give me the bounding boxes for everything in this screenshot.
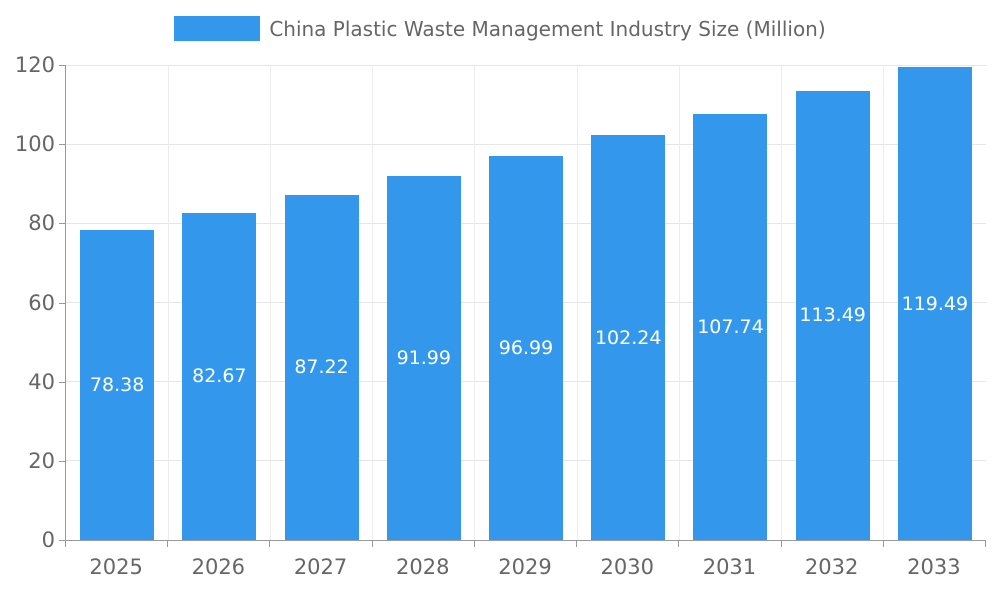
bar-2030[interactable]: 102.24 [591, 135, 666, 540]
y-axis-tick [59, 460, 65, 462]
x-axis-tick [269, 541, 271, 547]
bar-2026[interactable]: 82.67 [182, 212, 257, 540]
x-axis-tick [576, 541, 578, 547]
y-tick-label: 60 [28, 290, 55, 315]
legend-swatch [174, 16, 261, 41]
x-axis-tick [780, 541, 782, 547]
y-tick-label: 80 [28, 211, 55, 236]
bar-value-label: 113.49 [799, 304, 866, 327]
chart-legend[interactable]: China Plastic Waste Management Industry … [0, 16, 1000, 41]
y-tick-label: 120 [14, 53, 55, 77]
x-tick-label: 2026 [191, 555, 246, 579]
gridline-vertical [269, 65, 271, 540]
bar-value-label: 82.67 [192, 365, 247, 388]
bar-value-label: 91.99 [396, 346, 451, 369]
gridline-horizontal [66, 143, 986, 145]
bar-value-label: 107.74 [697, 315, 764, 338]
y-tick-label: 100 [14, 132, 55, 157]
y-axis-tick [59, 540, 65, 541]
bar-2028[interactable]: 91.99 [386, 175, 461, 540]
x-axis-tick [882, 541, 884, 547]
y-axis-tick [59, 65, 65, 66]
gridline-vertical [678, 65, 680, 540]
gridline-vertical [883, 65, 885, 540]
bar-2031[interactable]: 107.74 [693, 113, 768, 540]
bar-value-label: 119.49 [901, 292, 969, 315]
y-tick-label: 0 [41, 528, 55, 552]
bar-value-label: 78.38 [89, 373, 145, 396]
plot-area: 78.38 82.67 87.22 91.99 96.99 102.24 107.74 113… [65, 64, 986, 541]
bar-value-label: 96.99 [498, 337, 554, 360]
bar-2027[interactable]: 87.22 [284, 194, 359, 540]
x-tick-label: 2033 [907, 555, 961, 579]
y-axis-tick [59, 302, 65, 304]
y-axis-tick [59, 381, 65, 383]
y-axis-tick [59, 223, 65, 225]
y-tick-label: 40 [28, 369, 55, 394]
bar-value-label: 102.24 [594, 326, 662, 349]
x-tick-label: 2030 [600, 555, 654, 579]
x-tick-label: 2031 [702, 555, 757, 579]
bar-2029[interactable]: 96.99 [489, 156, 563, 540]
gridline-vertical [576, 65, 578, 540]
gridline-vertical [372, 65, 374, 540]
gridline-vertical [474, 65, 476, 540]
x-axis-tick [65, 541, 66, 547]
bar-2032[interactable]: 113.49 [795, 90, 870, 540]
gridline-horizontal [66, 64, 986, 66]
bar-value-label: 87.22 [294, 356, 349, 379]
y-tick-label: 20 [28, 448, 55, 473]
x-tick-label: 2029 [498, 555, 552, 579]
y-axis-tick [59, 144, 65, 146]
bar-2025[interactable]: 78.38 [80, 229, 155, 540]
x-axis-tick [167, 541, 169, 547]
x-tick-label: 2028 [396, 555, 450, 579]
x-tick-label: 2025 [89, 555, 143, 579]
chart-title: China Plastic Waste Management Industry … [269, 16, 826, 41]
x-axis-tick [985, 541, 986, 547]
bar-2033[interactable]: 119.49 [897, 67, 972, 540]
x-axis-tick [371, 541, 373, 547]
x-tick-label: 2032 [804, 555, 859, 579]
x-axis-tick [473, 541, 475, 547]
gridline-vertical [167, 65, 169, 540]
gridline-vertical [781, 65, 783, 540]
x-tick-label: 2027 [293, 555, 348, 579]
x-axis-tick [678, 541, 680, 547]
